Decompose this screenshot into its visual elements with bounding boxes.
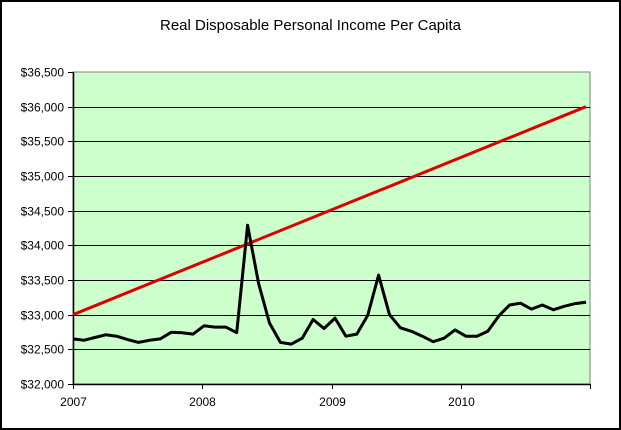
y-tick-label: $32,500 [21,343,65,357]
x-tick-label: 2007 [60,395,87,409]
y-tick-label: $34,000 [21,239,65,253]
y-tick-label: $35,500 [21,135,65,149]
trend-line [72,105,587,317]
plot-area [72,71,591,385]
y-tick-label: $36,500 [21,66,65,80]
y-axis: $32,000 $32,500 $33,000 $33,500 $34,000 $34,5… [21,66,75,392]
x-tick-label: 2008 [189,395,216,409]
income-line [72,223,587,346]
y-tick-label: $34,500 [21,205,65,219]
x-tick-label: 2009 [319,395,346,409]
y-tick-label: $33,000 [21,309,65,323]
y-tick-label: $33,500 [21,274,65,288]
y-tick-label: $35,000 [21,170,65,184]
y-tick-label: $32,000 [21,378,65,392]
y-tick-label: $36,000 [21,101,65,115]
x-tick-label: 2010 [448,395,475,409]
chart-title: Real Disposable Personal Income Per Capi… [160,17,461,34]
x-axis: 2007 2008 2009 2010 [60,383,591,409]
